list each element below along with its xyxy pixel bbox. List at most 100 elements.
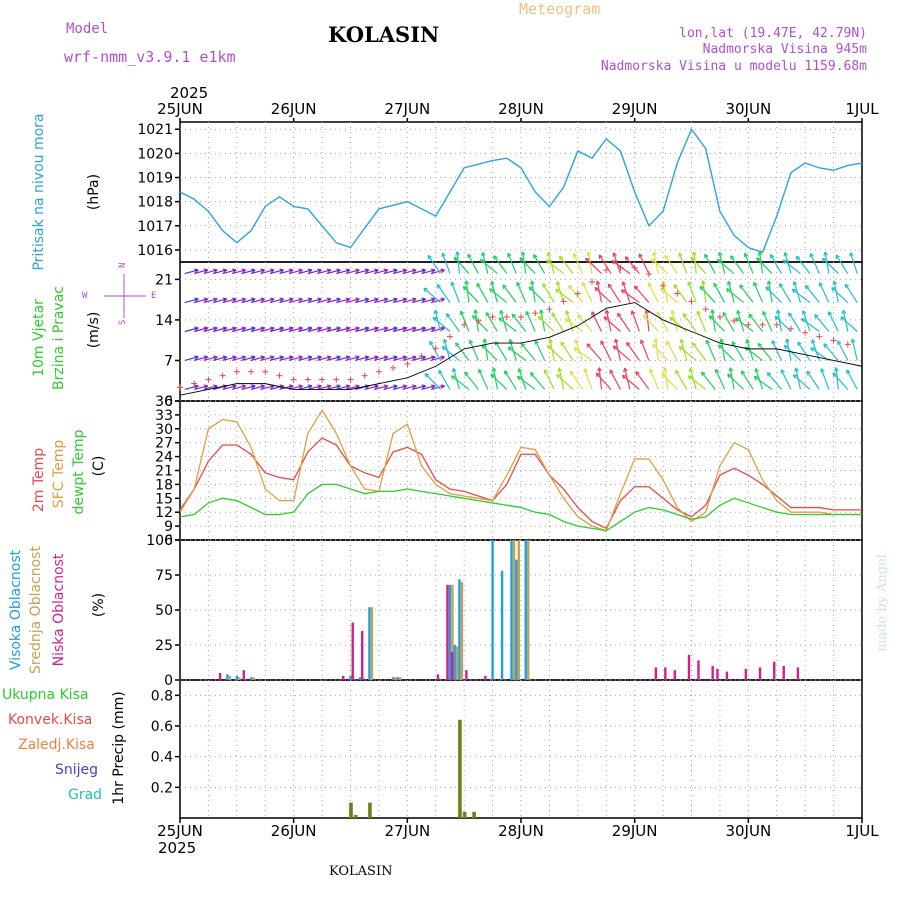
wind-arrow bbox=[582, 282, 593, 303]
wind-arrow bbox=[793, 281, 802, 303]
wind-arrowhead bbox=[554, 289, 558, 294]
precip-convective-bar bbox=[472, 811, 476, 818]
wind-arrowhead bbox=[421, 326, 426, 329]
wind-arrow bbox=[493, 255, 508, 274]
cloud-mid-bar bbox=[460, 582, 464, 680]
wind-arrow bbox=[374, 269, 388, 275]
wind-arrowhead bbox=[355, 326, 360, 329]
wind-arrowhead bbox=[717, 344, 721, 349]
y-tick-label: 36 bbox=[155, 394, 173, 410]
wind-arrow bbox=[511, 313, 527, 332]
wind-arrowhead bbox=[336, 384, 341, 387]
wind-arrowhead bbox=[203, 384, 208, 387]
wind-arrow bbox=[250, 298, 265, 304]
wind-arrowhead bbox=[841, 309, 844, 314]
wind-arrow bbox=[364, 385, 379, 390]
wind-arrow bbox=[806, 370, 820, 390]
wind-arrowhead bbox=[260, 326, 265, 329]
wind-arrow bbox=[298, 269, 313, 275]
wind-arrow bbox=[472, 315, 489, 332]
wind-arrowhead bbox=[626, 342, 628, 347]
y-tick-label: 1021 bbox=[137, 122, 173, 138]
y-tick-label: 27 bbox=[155, 436, 173, 452]
cloud-high-bar bbox=[226, 674, 229, 680]
wind-arrow bbox=[392, 269, 407, 275]
wind-arrow bbox=[638, 253, 650, 274]
wind-arrowhead bbox=[251, 297, 256, 300]
wind-arrow bbox=[455, 342, 470, 361]
wind-arrow bbox=[577, 314, 593, 332]
wind-arrow bbox=[519, 257, 536, 275]
wind-arrowhead bbox=[440, 268, 445, 271]
wind-arrowhead bbox=[679, 339, 682, 344]
wind-arrow bbox=[564, 318, 583, 332]
wind-arrow bbox=[429, 340, 442, 361]
wind-arrow bbox=[528, 286, 546, 303]
date-label-bottom: 29JUN bbox=[612, 822, 658, 840]
wind-arrowhead bbox=[232, 384, 237, 387]
cloud-low-bar bbox=[711, 666, 714, 680]
wind-arrow bbox=[279, 327, 294, 333]
wind-arrow bbox=[336, 356, 350, 362]
wind-arrowhead bbox=[682, 313, 685, 318]
wind-arrow bbox=[556, 281, 565, 303]
wind-arrow bbox=[805, 285, 820, 303]
wind-arrow bbox=[635, 371, 650, 390]
wind-arrowhead bbox=[491, 367, 495, 372]
wind-arrow bbox=[355, 356, 369, 362]
wind-arrow bbox=[345, 385, 360, 390]
wind-arrow bbox=[574, 339, 584, 361]
wind-arrowhead bbox=[792, 281, 795, 286]
wind-arrowhead bbox=[783, 252, 786, 257]
wind-arrow bbox=[534, 340, 546, 361]
wind-arrowhead bbox=[288, 384, 294, 387]
wind-arrow bbox=[438, 370, 451, 390]
wind-arrow bbox=[326, 356, 341, 362]
y-tick-label: 15 bbox=[155, 491, 173, 507]
wind-arrow bbox=[837, 340, 849, 361]
wind-arrowhead bbox=[774, 316, 778, 321]
wind-arrowhead bbox=[502, 284, 505, 290]
model-name: wrf-nmm_v3.9.1 e1km bbox=[64, 48, 236, 66]
wind-arrowhead bbox=[431, 297, 436, 300]
wind-arrowhead bbox=[661, 373, 664, 378]
wind-arrowhead bbox=[402, 268, 407, 271]
wind-arrowhead bbox=[364, 268, 369, 271]
grid-lines bbox=[180, 122, 862, 818]
wind-arrowhead bbox=[364, 326, 369, 329]
wind-arrow bbox=[828, 311, 839, 332]
wind-arrow bbox=[537, 315, 555, 332]
wind-arrow bbox=[735, 317, 754, 332]
wind-arrow bbox=[231, 298, 246, 304]
wind-arrow bbox=[423, 287, 441, 303]
precip-convective-bar bbox=[368, 802, 372, 818]
cloud-low-bar bbox=[725, 671, 729, 680]
wind-arrow bbox=[317, 356, 332, 362]
precip-convective-bar bbox=[349, 802, 353, 818]
wind-arrowhead bbox=[564, 318, 568, 323]
date-label-bottom: 25JUN bbox=[157, 822, 203, 840]
wind-arrow bbox=[450, 281, 460, 303]
cloud-low-bar bbox=[436, 674, 440, 680]
wind-barbs bbox=[177, 251, 858, 391]
wind-arrowhead bbox=[794, 367, 797, 372]
wind-arrowhead bbox=[661, 280, 664, 286]
wind-arrow bbox=[411, 385, 426, 390]
wind-arrowhead bbox=[612, 252, 615, 257]
wind-arrow bbox=[600, 340, 612, 361]
temp-sfc-line bbox=[179, 409, 862, 532]
wind-arrow bbox=[460, 310, 470, 332]
wind-arrow bbox=[298, 298, 313, 304]
wind-arrow bbox=[500, 310, 508, 332]
wind-arrow bbox=[595, 372, 612, 390]
wind-arrow bbox=[547, 345, 565, 361]
wind-arrow bbox=[421, 298, 436, 304]
wind-arrowhead bbox=[194, 355, 199, 358]
wind-arrow bbox=[715, 369, 726, 390]
coords-label: lon,lat (19.47E, 42.79N) bbox=[679, 26, 867, 41]
wind-arrowhead bbox=[279, 268, 284, 271]
wind-arrow bbox=[184, 327, 199, 333]
wind-arrowhead bbox=[222, 297, 227, 300]
wind-arrow bbox=[823, 343, 839, 361]
